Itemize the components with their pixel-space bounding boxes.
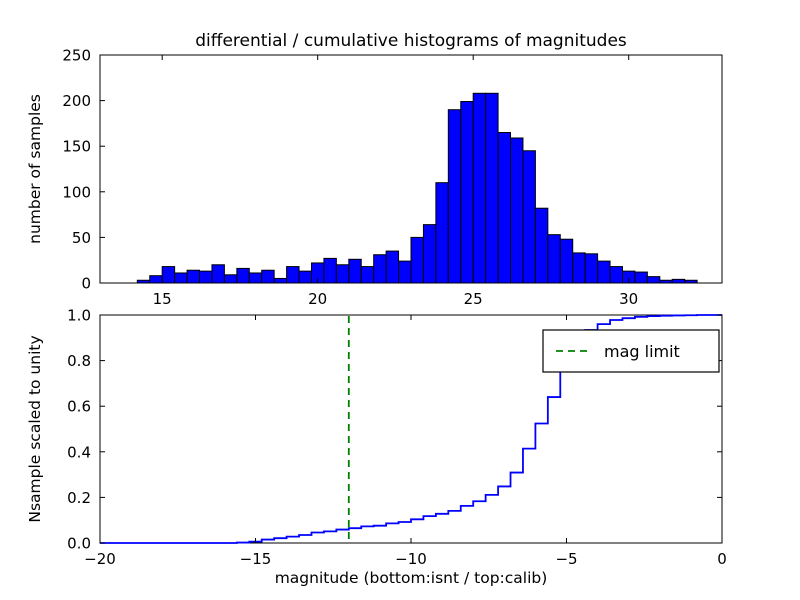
tick-label: 20 <box>308 290 327 308</box>
histogram-bar <box>498 133 510 283</box>
tick-label: 0.2 <box>67 489 91 507</box>
histogram-bar <box>324 258 336 283</box>
tick-label: 15 <box>153 290 172 308</box>
tick-label: 250 <box>62 47 91 65</box>
tick-label: 0.4 <box>67 443 91 461</box>
histogram-bar <box>423 225 435 283</box>
histogram-bar <box>200 271 212 283</box>
matplotlib-figure: differential / cumulative histograms of … <box>0 0 800 600</box>
histogram-bar <box>461 102 473 283</box>
top-y-axis-ticks: 0 50 100 150 200 250 <box>62 47 105 293</box>
histogram-bar <box>436 183 448 283</box>
histogram-bar <box>374 255 386 283</box>
histogram-bar <box>249 273 261 283</box>
histogram-bar <box>399 261 411 283</box>
tick-label: −10 <box>395 550 427 568</box>
tick-label: 0 <box>717 550 727 568</box>
histogram-bar <box>349 259 361 283</box>
top-y-axis-label: number of samples <box>26 94 44 244</box>
histogram-bar <box>237 268 249 283</box>
histogram-bar <box>150 276 162 283</box>
histogram-bar <box>386 251 398 283</box>
top-axes: 0 50 100 150 200 250 15 20 25 30 number of sampl… <box>26 47 722 309</box>
histogram-bar <box>175 273 187 283</box>
histogram-bar <box>473 93 485 283</box>
histogram-bar <box>685 280 697 283</box>
histogram-bar <box>262 270 274 283</box>
histogram-bar <box>187 270 199 283</box>
tick-label: −15 <box>240 550 272 568</box>
tick-label: 1.0 <box>67 307 91 325</box>
tick-label: 200 <box>62 92 91 110</box>
histogram-bar <box>647 277 659 283</box>
tick-label: 0.6 <box>67 398 91 416</box>
histogram-bar <box>274 278 286 283</box>
histogram-bar <box>299 271 311 283</box>
histogram-bar <box>511 138 523 283</box>
histogram-bar <box>162 267 174 283</box>
histogram-bar <box>137 280 149 283</box>
legend: mag limit <box>543 330 719 372</box>
histogram-bar <box>287 267 299 283</box>
histogram-bar <box>560 239 572 283</box>
tick-label: 150 <box>62 138 91 156</box>
bottom-axes: 0.00.20.40.60.81.0 −20−15−10−50 Nsample … <box>26 307 727 588</box>
histogram-bar <box>361 267 373 283</box>
bottom-x-axis-label: magnitude (bottom:isnt / top:calib) <box>275 569 548 587</box>
figure-canvas: differential / cumulative histograms of … <box>0 0 800 600</box>
histogram-bar <box>548 235 560 283</box>
tick-label: −5 <box>555 550 577 568</box>
bottom-y-axis-label: Nsample scaled to unity <box>26 335 44 522</box>
histogram-bar <box>635 272 647 283</box>
histogram-bar <box>336 265 348 283</box>
tick-label: 0.8 <box>67 352 91 370</box>
histogram-bar <box>411 237 423 283</box>
tick-label: 25 <box>464 290 483 308</box>
tick-label: 0 <box>81 275 91 293</box>
histogram-bar <box>585 254 597 283</box>
histogram-bar <box>598 261 610 283</box>
histogram-bar <box>448 110 460 283</box>
histogram-bar <box>660 280 672 283</box>
histogram-bar <box>486 93 498 283</box>
histogram-bar <box>535 208 547 283</box>
histogram-bar <box>573 253 585 283</box>
tick-label: −20 <box>84 550 116 568</box>
tick-label: 100 <box>62 183 91 201</box>
histogram-bar <box>523 151 535 283</box>
tick-label: 50 <box>72 229 91 247</box>
tick-label: 30 <box>619 290 638 308</box>
legend-label-mag-limit: mag limit <box>604 342 680 361</box>
histogram-bar <box>610 267 622 283</box>
histogram-bar <box>224 275 236 283</box>
histogram-bar <box>212 265 224 283</box>
page-title: differential / cumulative histograms of … <box>195 31 627 51</box>
histogram-bar <box>672 279 684 283</box>
